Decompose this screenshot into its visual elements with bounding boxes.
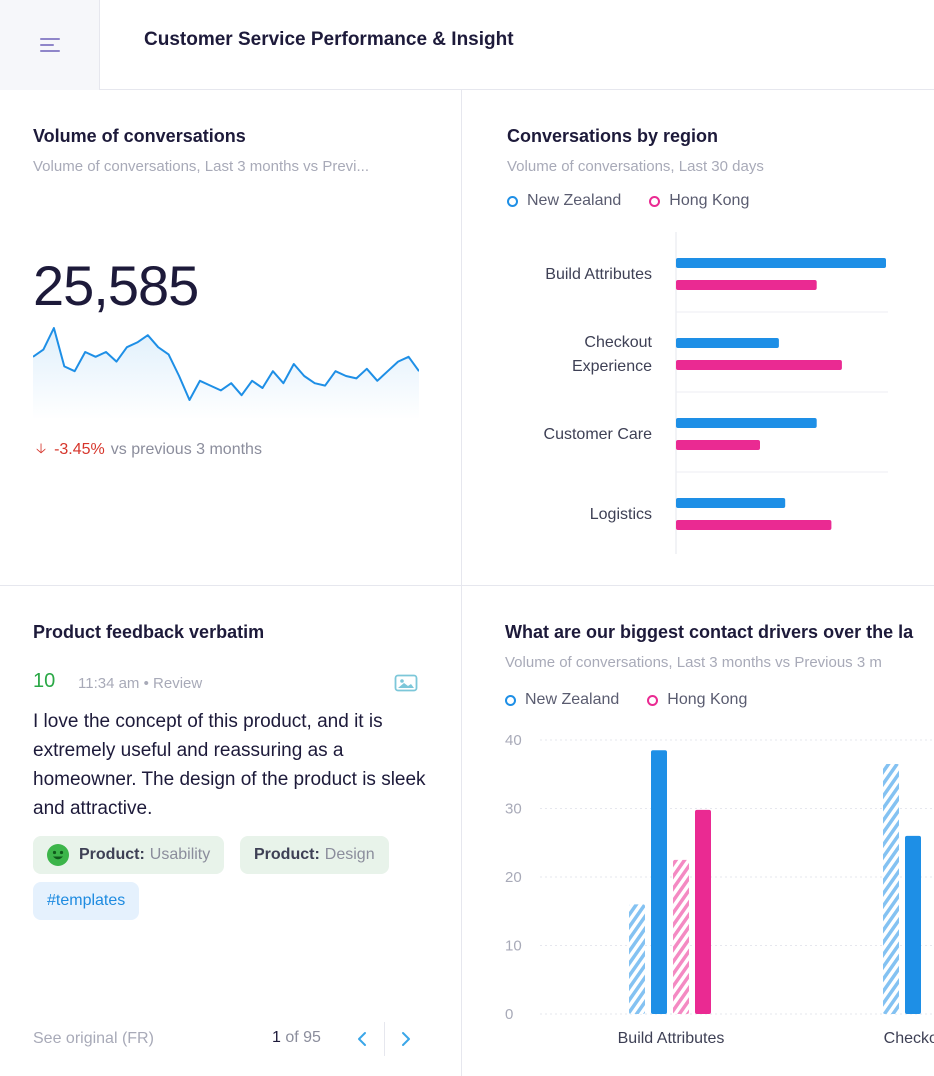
grid-divider-horizontal (0, 585, 934, 586)
bar-new-zealand (651, 750, 667, 1014)
drivers-card-title: What are our biggest contact drivers ove… (505, 622, 914, 642)
x-category-label: Build Attributes (618, 1030, 725, 1047)
drivers-card-subtitle: Volume of conversations, Last 3 months v… (505, 654, 882, 671)
legend-dot-icon (649, 195, 661, 207)
bar-hong-kong (676, 440, 760, 450)
volume-delta-label: vs previous 3 months (110, 441, 262, 458)
legend-label: Hong Kong (669, 192, 750, 209)
bar-new-zealand (676, 258, 886, 268)
happy-face-icon (47, 844, 69, 866)
legend-dot-icon (505, 694, 516, 706)
volume-delta-percent: -3.45% (54, 441, 105, 458)
tag-product-usability[interactable]: Product: Usability (33, 836, 225, 874)
grid-divider-vertical (461, 90, 462, 1076)
tag-product-design[interactable]: Product: Design (240, 836, 389, 874)
bar-hong-kong (676, 280, 817, 290)
legend-item-new-zealand[interactable]: New Zealand (505, 691, 619, 709)
next-page-button[interactable] (391, 1024, 421, 1054)
chevron-left-icon (358, 1032, 366, 1046)
category-label: Build Attributes (545, 266, 652, 283)
volume-delta: 🡣 -3.45% vs previous 3 months (36, 438, 262, 462)
arrow-down-icon: 🡣 (36, 440, 47, 456)
tag-key: Product: (79, 846, 145, 863)
legend-label: New Zealand (525, 691, 620, 708)
bar-new-zealand (676, 498, 786, 508)
x-category-label: Checkout E (884, 1030, 934, 1047)
feedback-score: 10 (33, 670, 56, 692)
region-card-title: Conversations by region (507, 126, 719, 146)
separator-dot: • (143, 675, 154, 692)
legend-item-hong-kong[interactable]: Hong Kong (647, 691, 747, 709)
sparkline-area (33, 328, 419, 420)
volume-total: 25,585 (33, 254, 199, 317)
pagination-label: 1 of 95 (272, 1029, 321, 1047)
drivers-legend: New Zealand Hong Kong (505, 691, 775, 709)
page-current: 1 (272, 1029, 281, 1046)
feedback-card-title: Product feedback verbatim (33, 622, 265, 642)
region-card-subtitle: Volume of conversations, Last 30 days (507, 158, 764, 175)
sparkline-series-line (33, 327, 419, 401)
category-label: Checkout (584, 334, 652, 351)
legend-item-hong-kong[interactable]: Hong Kong (649, 192, 749, 210)
bar-hong-kong (676, 360, 842, 370)
region-bar-chart: Build Attributes Checkout Experience Custom… (544, 232, 888, 554)
y-tick-label: 30 (505, 801, 522, 818)
pager-divider (384, 1022, 385, 1056)
see-original-link[interactable]: See original (FR) (33, 1030, 154, 1047)
page-title: Customer Service Performance & Insight (144, 29, 514, 50)
volume-card-title: Volume of conversations (33, 126, 246, 146)
legend-dot-icon (647, 694, 659, 706)
y-tick-label: 10 (505, 938, 522, 955)
tag-key: Product: (254, 846, 320, 863)
legend-dot-icon (507, 195, 518, 207)
legend-label: Hong Kong (667, 691, 748, 708)
bar-new-zealand (676, 418, 817, 428)
drivers-bar-chart: 40 30 20 10 0 Build Attributes Checkout E (505, 732, 934, 1047)
feedback-time: 11:34 am (78, 675, 140, 692)
bar-hong-kong (676, 520, 832, 530)
category-label: Customer Care (544, 426, 653, 443)
bar-new-zealand (676, 338, 779, 348)
bar-hong-kong (695, 809, 711, 1014)
tag-value: Usability (149, 846, 211, 863)
bar-new-zealand (905, 835, 921, 1014)
feedback-source: Review (153, 675, 203, 692)
bar-new-zealand-previous (629, 904, 645, 1014)
menu-button[interactable] (0, 0, 100, 90)
y-tick-label: 0 (505, 1006, 513, 1023)
volume-card-subtitle: Volume of conversations, Last 3 months v… (33, 158, 369, 175)
previous-page-button[interactable] (347, 1024, 377, 1054)
tag-value: Design (324, 846, 375, 863)
region-legend: New Zealand Hong Kong (507, 192, 777, 210)
feedback-meta: 11:34 am • Review (78, 675, 202, 692)
y-tick-label: 40 (505, 732, 522, 749)
volume-sparkline-chart (33, 327, 419, 420)
category-label: Logistics (590, 506, 652, 523)
page-total: of 95 (285, 1029, 321, 1046)
feedback-text: I love the concept of this product, and … (33, 711, 426, 819)
legend-label: New Zealand (527, 192, 622, 209)
tag-hashtag-templates[interactable]: #templates (33, 882, 140, 920)
chevron-right-icon (402, 1032, 410, 1046)
top-bar: Customer Service Performance & Insight (0, 0, 934, 90)
category-label: Experience (572, 358, 652, 375)
bar-hong-kong-previous (673, 859, 689, 1014)
bar-new-zealand-previous (883, 763, 899, 1014)
image-icon[interactable] (394, 674, 418, 692)
legend-item-new-zealand[interactable]: New Zealand (507, 192, 621, 210)
y-tick-label: 20 (505, 869, 522, 886)
hamburger-menu-icon (39, 38, 60, 52)
